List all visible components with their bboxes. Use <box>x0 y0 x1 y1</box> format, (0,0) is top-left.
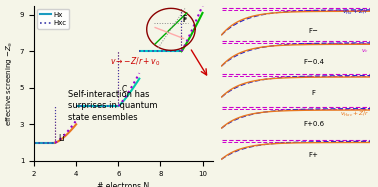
X-axis label: # electrons N: # electrons N <box>98 182 150 187</box>
Text: F: F <box>183 17 186 23</box>
Text: $v_c$: $v_c$ <box>361 47 369 55</box>
Text: Self-interaction has
surprises in quantum
state ensembles: Self-interaction has surprises in quantu… <box>68 90 157 122</box>
Text: F: F <box>312 90 316 96</box>
Y-axis label: effective screening $-Z_\infty$: effective screening $-Z_\infty$ <box>5 41 14 126</box>
Text: Li: Li <box>58 134 65 142</box>
Text: F+: F+ <box>309 152 319 158</box>
Legend: Hx, Hxc: Hx, Hxc <box>37 9 70 29</box>
Text: C: C <box>121 85 127 94</box>
Text: $v_{Hx}+Z\'/r$: $v_{Hx}+Z\'/r$ <box>342 7 369 17</box>
Text: $v$$\rightarrow$$-Z/r+v_0$: $v$$\rightarrow$$-Z/r+v_0$ <box>110 55 160 68</box>
Text: F+0.6: F+0.6 <box>303 121 324 127</box>
Text: F−: F− <box>309 28 319 34</box>
Text: F−0.4: F−0.4 <box>303 59 324 65</box>
Text: F: F <box>183 15 187 24</box>
Text: $v_{Hxc}+Z\'/r$: $v_{Hxc}+Z\'/r$ <box>339 108 369 119</box>
